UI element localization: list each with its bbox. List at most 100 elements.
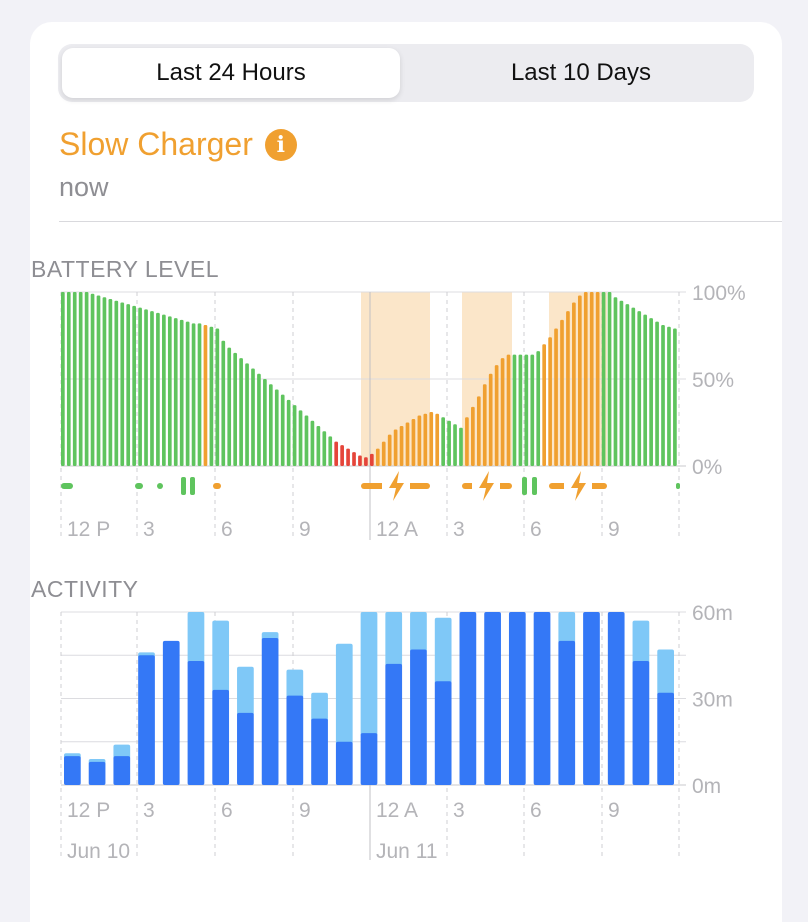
activity-bar-screen-on bbox=[410, 649, 427, 785]
activity-x-tick: 3 bbox=[453, 799, 465, 822]
activity-bar-screen-on bbox=[237, 712, 254, 785]
info-icon[interactable]: i bbox=[264, 128, 297, 161]
status-title: Slow Charger bbox=[59, 126, 253, 162]
battery-bar bbox=[263, 379, 267, 466]
battery-bar bbox=[643, 314, 648, 466]
battery-bar bbox=[96, 295, 101, 466]
activity-x-tick: 6 bbox=[221, 799, 233, 822]
battery-bar bbox=[286, 399, 291, 466]
battery-bar bbox=[637, 311, 642, 466]
activity-bar-screen-off bbox=[187, 612, 205, 665]
battery-bar bbox=[251, 368, 255, 466]
battery-bar bbox=[429, 412, 434, 466]
battery-bar bbox=[340, 445, 344, 466]
activity-bar-screen-on bbox=[286, 695, 304, 785]
battery-bar bbox=[334, 441, 339, 466]
lightning-icon bbox=[479, 471, 494, 501]
tab-last-10-days[interactable]: Last 10 Days bbox=[510, 59, 652, 86]
battery-bar bbox=[375, 448, 380, 466]
activity-bar-screen-off bbox=[286, 669, 304, 699]
activity-y-tick: 60m bbox=[692, 602, 733, 625]
battery-bar bbox=[179, 319, 184, 466]
battery-bar bbox=[90, 293, 95, 466]
battery-bar bbox=[661, 325, 665, 466]
activity-x-tick: 9 bbox=[608, 799, 620, 822]
activity-bar-screen-on bbox=[533, 612, 551, 785]
battery-bar bbox=[542, 344, 547, 466]
battery-bar bbox=[138, 307, 142, 466]
activity-bar-screen-off bbox=[335, 643, 353, 745]
battery-x-tick: 9 bbox=[608, 518, 620, 541]
activity-x-tick: 12 A bbox=[376, 799, 418, 822]
activity-bar-screen-on bbox=[385, 663, 403, 785]
activity-y-tick: 30m bbox=[692, 689, 733, 712]
battery-x-tick: 9 bbox=[299, 518, 311, 541]
battery-bar bbox=[191, 323, 196, 466]
battery-bar bbox=[465, 417, 469, 466]
battery-bar bbox=[667, 326, 671, 466]
battery-bar bbox=[209, 326, 214, 466]
activity-bar-screen-off bbox=[113, 744, 131, 760]
activity-x-tick: 12 P bbox=[67, 799, 110, 822]
charge-indicator bbox=[532, 477, 537, 495]
battery-bar bbox=[548, 337, 552, 466]
battery-bar bbox=[613, 297, 618, 466]
battery-bar bbox=[524, 354, 529, 466]
battery-bar bbox=[649, 318, 653, 466]
battery-bar bbox=[536, 351, 541, 466]
battery-bar bbox=[274, 389, 279, 466]
battery-bar bbox=[316, 425, 321, 466]
activity-bar-screen-on bbox=[632, 661, 650, 785]
battery-bar bbox=[132, 305, 136, 466]
battery-bar bbox=[185, 321, 190, 466]
battery-bar bbox=[328, 436, 333, 466]
battery-y-tick: 100% bbox=[692, 282, 746, 305]
activity-bar-screen-on bbox=[162, 640, 180, 785]
activity-bar-screen-off bbox=[410, 612, 427, 653]
battery-bar bbox=[631, 307, 636, 466]
battery-bar bbox=[625, 304, 630, 466]
tab-last-24-hours[interactable]: Last 24 Hours bbox=[62, 48, 400, 98]
battery-bar bbox=[482, 384, 487, 466]
battery-bar bbox=[239, 358, 243, 466]
activity-y-tick: 0m bbox=[692, 775, 721, 798]
activity-bar-screen-on bbox=[212, 689, 230, 785]
battery-bar bbox=[417, 415, 422, 466]
activity-bar-screen-off bbox=[311, 692, 328, 722]
battery-card: Last 24 Hours Last 10 Days Slow Charger … bbox=[30, 22, 782, 922]
activity-bar-screen-off bbox=[237, 666, 254, 716]
battery-bar bbox=[292, 405, 297, 466]
charge-indicator bbox=[135, 483, 143, 489]
charger-status: Slow Charger i bbox=[59, 126, 297, 163]
battery-bar bbox=[411, 419, 416, 466]
battery-x-tick: 3 bbox=[453, 518, 465, 541]
battery-bar bbox=[405, 422, 410, 466]
battery-bar bbox=[221, 340, 226, 466]
battery-bar bbox=[589, 292, 594, 466]
activity-bar-screen-off bbox=[385, 612, 403, 667]
battery-bar bbox=[441, 417, 445, 466]
battery-bar bbox=[607, 292, 612, 466]
activity-label: ACTIVITY bbox=[31, 576, 139, 602]
battery-bar bbox=[393, 429, 398, 466]
battery-bar bbox=[78, 292, 83, 466]
activity-bar-screen-on bbox=[508, 612, 526, 785]
activity-x-tick: 3 bbox=[143, 799, 155, 822]
battery-bar bbox=[310, 420, 315, 466]
charge-indicator bbox=[190, 477, 195, 495]
battery-bar bbox=[215, 328, 220, 466]
battery-bar bbox=[459, 427, 463, 466]
battery-bar bbox=[554, 328, 558, 466]
battery-bar bbox=[423, 413, 428, 466]
activity-bar-screen-on bbox=[187, 661, 205, 785]
activity-bar-screen-on bbox=[113, 756, 131, 785]
battery-x-tick: 6 bbox=[530, 518, 542, 541]
battery-bar bbox=[102, 297, 107, 466]
battery-bar bbox=[566, 311, 570, 466]
charge-indicator bbox=[522, 477, 527, 495]
activity-bar-screen-on bbox=[64, 756, 81, 785]
battery-bar bbox=[399, 425, 404, 466]
battery-bar bbox=[227, 347, 232, 466]
time-range-segmented-control: Last 24 Hours Last 10 Days bbox=[58, 44, 754, 102]
